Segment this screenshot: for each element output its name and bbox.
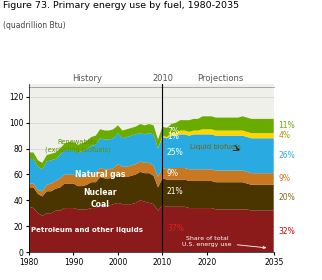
Text: 4%: 4% (278, 131, 290, 140)
Text: Figure 73. Primary energy use by fuel, 1980-2035: Figure 73. Primary energy use by fuel, 1… (3, 1, 239, 10)
Text: Nuclear: Nuclear (83, 188, 117, 197)
Text: Share of total
U.S. energy use: Share of total U.S. energy use (182, 236, 266, 249)
Text: 25%: 25% (167, 148, 184, 157)
Text: History: History (72, 74, 102, 83)
Text: 11%: 11% (278, 122, 295, 130)
Text: 2010: 2010 (152, 74, 173, 83)
Text: 9%: 9% (278, 174, 290, 183)
Text: 37%: 37% (167, 224, 184, 233)
Text: 26%: 26% (278, 151, 295, 160)
Text: Projections: Projections (197, 74, 243, 83)
Text: Natural gas: Natural gas (75, 170, 125, 179)
Text: Coal: Coal (91, 200, 109, 209)
Text: 1%: 1% (167, 132, 179, 141)
Text: (quadrillion Btu): (quadrillion Btu) (3, 21, 66, 30)
Text: Petroleum and other liquids: Petroleum and other liquids (31, 227, 143, 233)
Text: 20%: 20% (278, 193, 295, 202)
Text: 21%: 21% (167, 187, 184, 196)
Text: Renewables
(excluding biofuels): Renewables (excluding biofuels) (45, 139, 111, 153)
Text: 7%: 7% (167, 127, 179, 136)
Text: Liquid biofuels: Liquid biofuels (190, 144, 241, 150)
Text: 32%: 32% (278, 227, 295, 236)
Text: 9%: 9% (167, 169, 179, 178)
